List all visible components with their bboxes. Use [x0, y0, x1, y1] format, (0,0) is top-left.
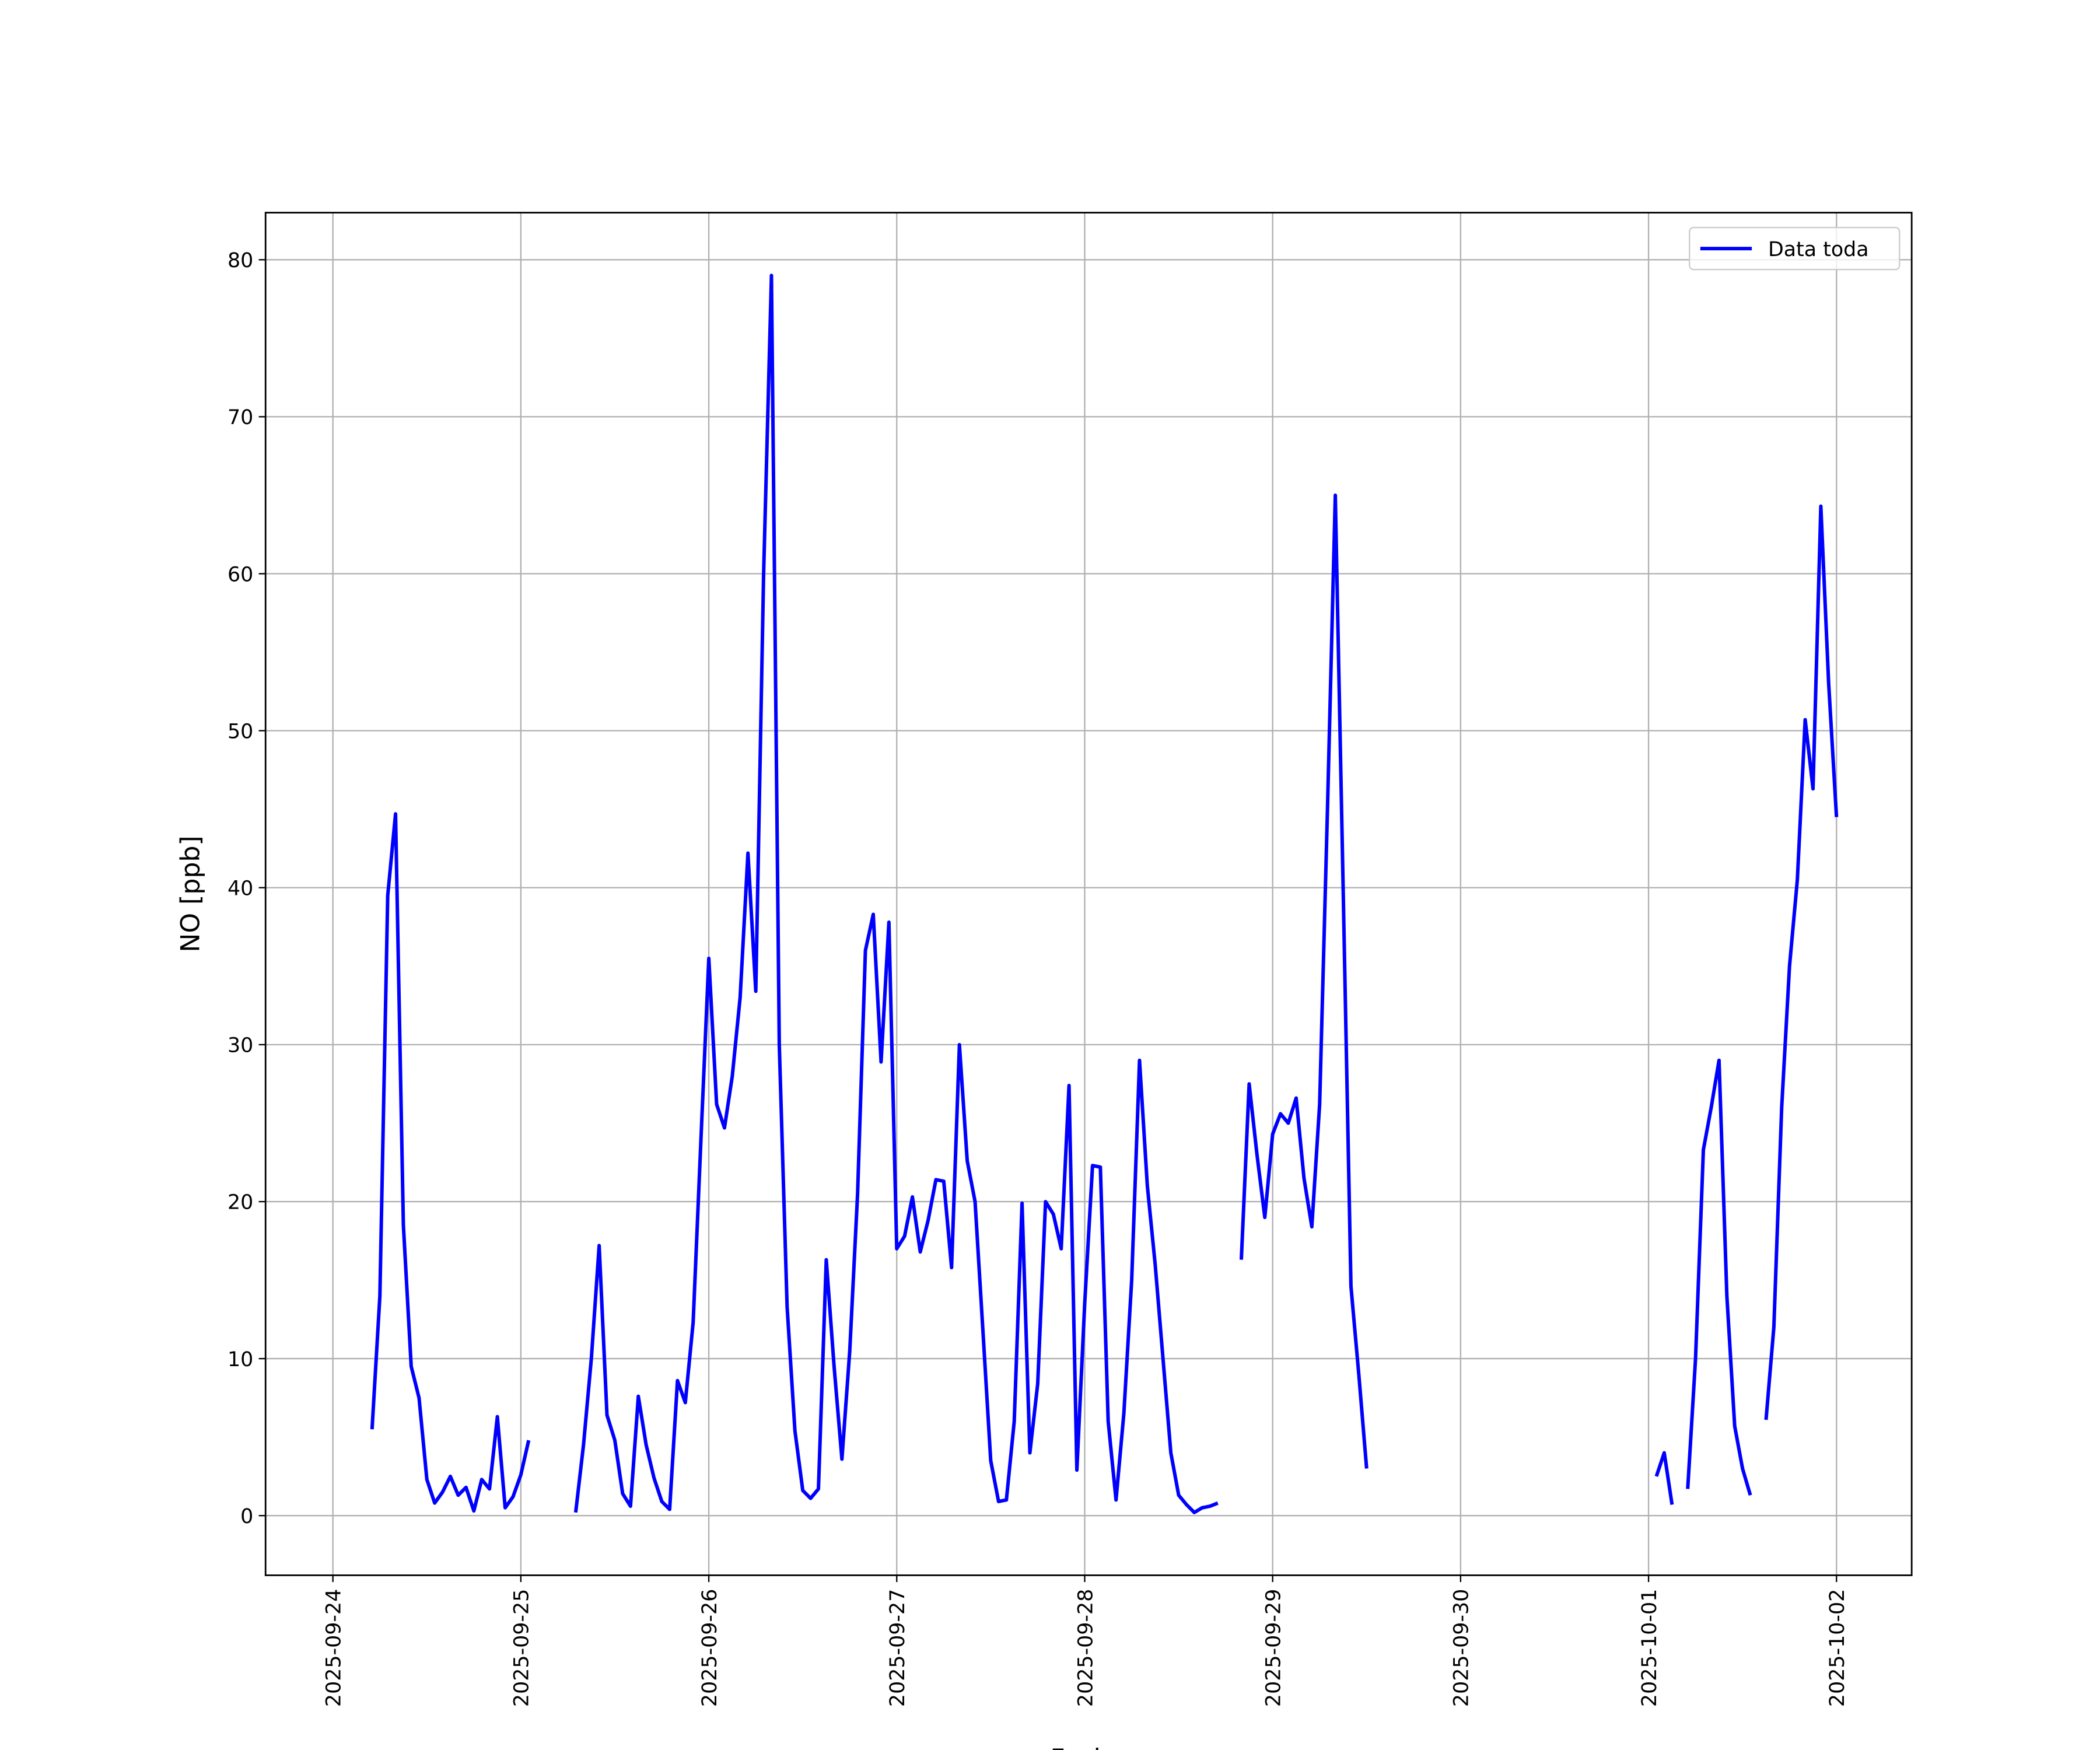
x-tick-label: 2025-09-30	[1450, 1589, 1474, 1707]
y-tick-label: 20	[228, 1191, 253, 1214]
legend: Data toda	[1689, 226, 1901, 271]
y-tick-label: 50	[228, 720, 253, 743]
x-tick-label: 2025-09-24	[322, 1589, 345, 1707]
legend-box	[1689, 226, 1901, 271]
y-tick-label: 70	[228, 406, 253, 429]
axes-frame	[264, 212, 1913, 1576]
grid	[265, 212, 1912, 1576]
y-tick-label: 0	[240, 1505, 253, 1528]
y-tick-label: 30	[228, 1034, 253, 1058]
x-tick-label: 2025-09-27	[886, 1589, 909, 1707]
x-tick-label: 2025-09-26	[698, 1589, 722, 1707]
x-tick-label: 2025-10-02	[1826, 1589, 1849, 1707]
labels: 0 10 20 30 40 50 60 70 80 2025-09-24 2025-09-25 202…	[228, 249, 1849, 1707]
y-axis-label: NO [ppb]	[176, 835, 205, 952]
y-tick-label: 80	[228, 249, 253, 272]
x-tick-label: 2025-09-29	[1262, 1589, 1285, 1707]
plot	[370, 274, 1839, 1514]
y-tick-label: 60	[228, 563, 253, 586]
x-tick-label: 2025-09-28	[1074, 1589, 1097, 1707]
y-tick-label: 10	[228, 1348, 253, 1371]
legend-label: Data toda	[1768, 238, 1869, 261]
y-tick-label: 40	[228, 877, 253, 901]
data-line	[370, 274, 1839, 1514]
x-axis-label: Fecha	[1050, 1744, 1125, 1750]
x-tick-label: 2025-09-25	[510, 1589, 534, 1707]
x-tick-label: 2025-10-01	[1638, 1589, 1661, 1707]
